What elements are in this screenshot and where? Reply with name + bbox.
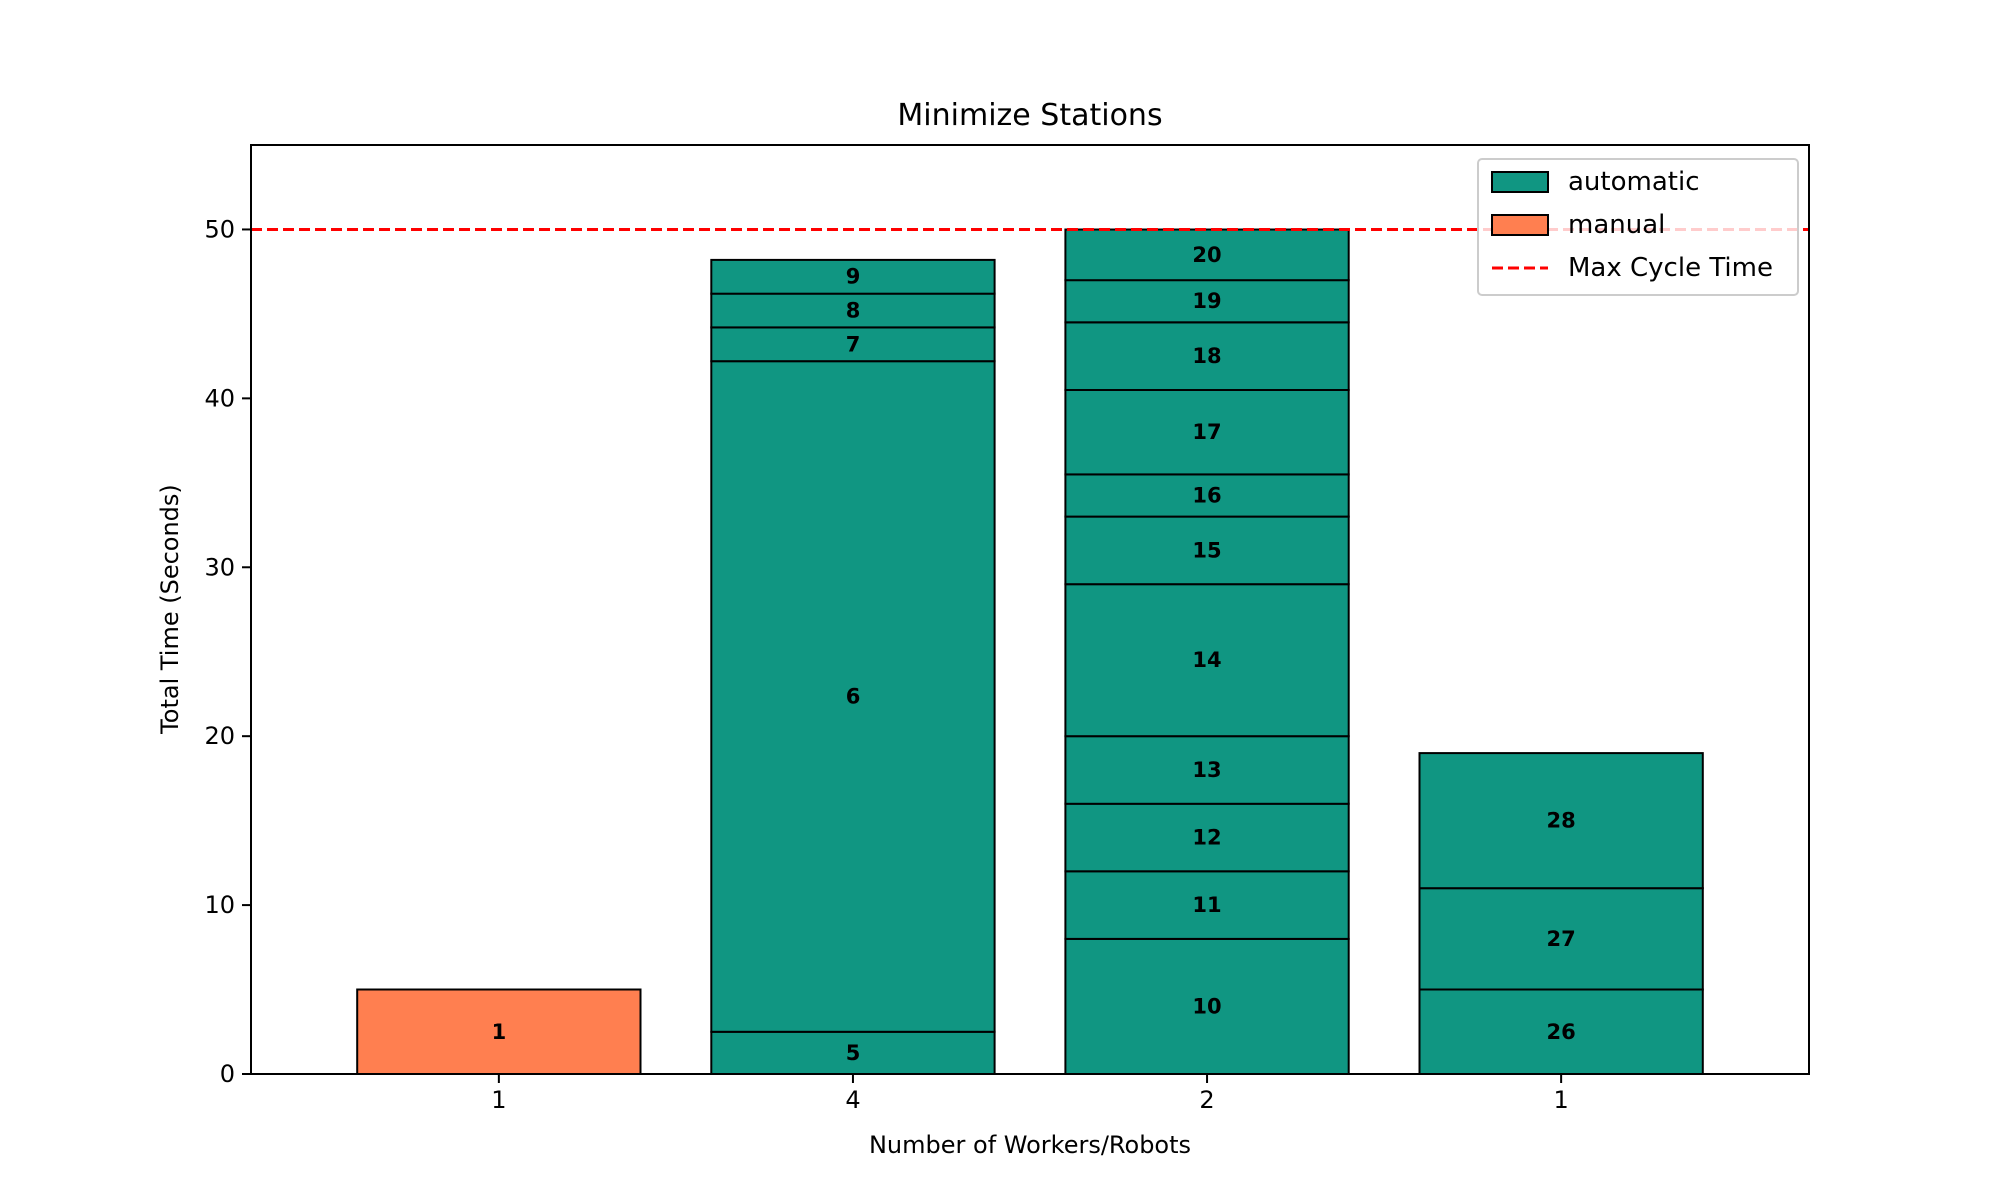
y-tick-label: 20 bbox=[204, 722, 235, 750]
x-tick-label: 1 bbox=[491, 1086, 506, 1114]
bar-segment-label: 18 bbox=[1192, 344, 1221, 368]
y-tick-label: 50 bbox=[204, 215, 235, 243]
bar-segment bbox=[1064, 515, 1350, 586]
bar-segment-label: 8 bbox=[846, 299, 861, 323]
bar-segment-label: 5 bbox=[846, 1041, 861, 1065]
x-tick-label: 1 bbox=[1553, 1086, 1568, 1114]
bar-segment bbox=[1418, 752, 1704, 890]
legend-item: manual bbox=[1491, 210, 1665, 240]
legend-item: automatic bbox=[1491, 167, 1700, 197]
legend-frame bbox=[1477, 158, 1799, 296]
bar-segment-label: 19 bbox=[1192, 289, 1221, 313]
legend-label: manual bbox=[1568, 210, 1665, 240]
bar-segment-label: 17 bbox=[1192, 420, 1221, 444]
y-tick-label: 30 bbox=[204, 553, 235, 581]
bar-segment-label: 26 bbox=[1546, 1020, 1575, 1044]
bar-segment bbox=[1064, 583, 1350, 738]
bar-stack: 5 6 7 8 9 bbox=[710, 258, 996, 1076]
bar-segment-label: 9 bbox=[846, 265, 861, 289]
legend-swatch bbox=[1491, 171, 1549, 193]
bar-stack: 10 11 12 13 14 15 16 17 18 19 20 bbox=[1064, 228, 1350, 1076]
bar-segment bbox=[1064, 870, 1350, 940]
y-axis: 0 10 20 30 40 50 bbox=[204, 215, 251, 1088]
bar-segment-label: 13 bbox=[1192, 758, 1221, 782]
legend: automatic manual Max Cycle Time bbox=[1477, 158, 1799, 296]
legend-label: automatic bbox=[1568, 167, 1700, 197]
x-tick-label: 4 bbox=[845, 1086, 860, 1114]
x-tick-label: 2 bbox=[1199, 1086, 1214, 1114]
bar-segment-label: 20 bbox=[1192, 243, 1221, 267]
plot-frame bbox=[250, 144, 1810, 1075]
bar-segment bbox=[710, 360, 996, 1033]
x-axis-title: Number of Workers/Robots bbox=[869, 1131, 1191, 1159]
bar-segment bbox=[1064, 228, 1350, 282]
bar-segment-label: 10 bbox=[1192, 994, 1221, 1018]
bar-segment bbox=[1064, 937, 1350, 1076]
bar-segment bbox=[1418, 887, 1704, 991]
bar-segment bbox=[1064, 388, 1350, 476]
y-tick-label: 0 bbox=[220, 1060, 235, 1088]
y-axis-title: Total Time (Seconds) bbox=[156, 484, 184, 735]
bar-segment-label: 12 bbox=[1192, 826, 1221, 850]
bar-stack: 1 bbox=[356, 988, 642, 1075]
bar-segment-label: 7 bbox=[846, 332, 861, 356]
bar-stack: 26 27 28 bbox=[1418, 752, 1704, 1075]
bar-segment-label: 28 bbox=[1546, 809, 1575, 833]
bar-segment-label: 11 bbox=[1192, 893, 1221, 917]
y-tick-label: 10 bbox=[204, 891, 235, 919]
legend-item: Max Cycle Time bbox=[1492, 253, 1773, 283]
bar-segment bbox=[710, 292, 996, 329]
bar-segment-label: 6 bbox=[846, 685, 861, 709]
bar-segment bbox=[1064, 473, 1350, 518]
bar-segment bbox=[356, 988, 642, 1075]
bar-segment-label: 27 bbox=[1546, 927, 1575, 951]
chart-title: Minimize Stations bbox=[897, 98, 1162, 133]
bar-segment-label: 14 bbox=[1192, 648, 1221, 672]
bar-segment bbox=[710, 258, 996, 295]
x-axis: 1 4 2 1 bbox=[491, 1074, 1569, 1114]
bar-segment-label: 15 bbox=[1192, 538, 1221, 562]
bar-segment-label: 1 bbox=[492, 1020, 507, 1044]
legend-swatch bbox=[1491, 214, 1549, 236]
legend-label: Max Cycle Time bbox=[1568, 253, 1773, 283]
bar-segment-label: 16 bbox=[1192, 484, 1221, 508]
y-tick-label: 40 bbox=[204, 384, 235, 412]
